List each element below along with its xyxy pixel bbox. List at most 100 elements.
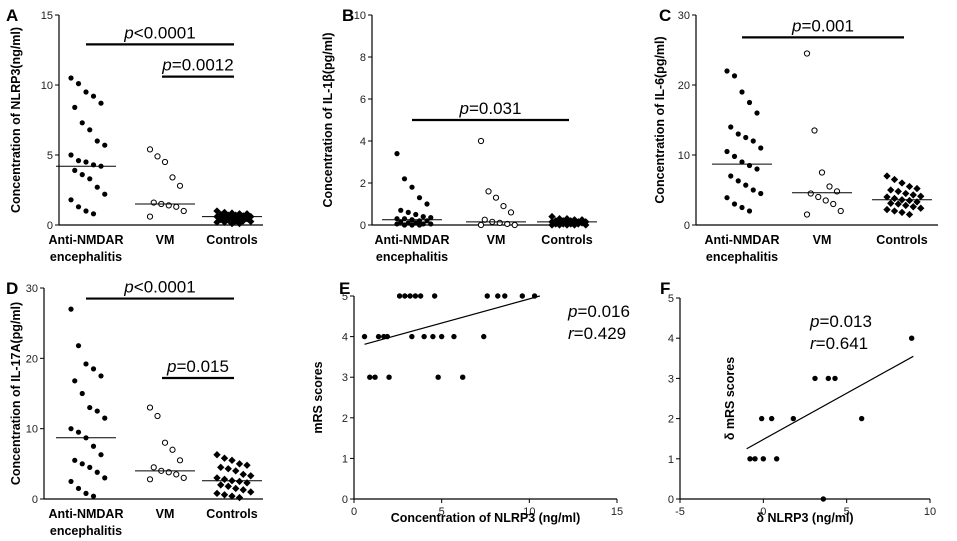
data-point-circle (94, 184, 100, 190)
p-value-text: =0.015 (176, 357, 228, 376)
data-point-circle (79, 172, 85, 178)
data-point-circle (416, 222, 423, 228)
y-tick-label: 30 (26, 283, 38, 295)
data-point-circle (420, 214, 426, 220)
p-value-text: <0.0001 (134, 278, 196, 297)
data-point-open-circle (169, 446, 176, 453)
panel-label: B (342, 6, 354, 25)
regression-line (746, 355, 914, 450)
data-point-circle (407, 293, 413, 299)
data-point-circle (409, 333, 415, 340)
data-point-circle (435, 374, 441, 380)
category-label: Anti-NMDAR (49, 507, 124, 521)
category-label: Controls (876, 233, 927, 247)
panel-label: E (339, 279, 350, 298)
data-point-circle (367, 374, 373, 380)
data-point-circle (87, 127, 93, 133)
data-point-circle (825, 375, 832, 382)
y-tick-label: 5 (342, 291, 348, 303)
data-point-diamond (232, 467, 240, 475)
y-tick-label: 4 (342, 332, 348, 344)
data-point-open-circle (154, 412, 161, 420)
data-point-circle (760, 456, 767, 462)
y-axis-label: Concentration of NLRP3(ng/ml) (9, 27, 23, 213)
data-point-circle (94, 469, 100, 475)
data-point-diamond (883, 205, 891, 214)
data-point-circle (768, 415, 775, 422)
data-point-circle (75, 343, 82, 349)
category-label: VM (813, 233, 832, 247)
category-label: Controls (541, 233, 592, 247)
stat-symbol: p (567, 302, 577, 321)
data-point-circle (68, 197, 74, 203)
panel-label: A (6, 6, 18, 25)
x-tick-label: 0 (760, 506, 766, 518)
data-point-circle (75, 429, 82, 435)
stat-label: r=0.429 (568, 324, 626, 343)
data-point-circle (79, 120, 85, 126)
y-tick-label: 10 (26, 424, 38, 436)
data-point-open-circle (180, 474, 187, 481)
data-point-open-circle (507, 209, 515, 216)
data-point-diamond (898, 179, 906, 187)
panel-label: F (660, 279, 670, 298)
data-point-circle (502, 293, 508, 299)
p-value-text: <0.0001 (134, 23, 196, 42)
y-axis-label: Concentration of IL-6(pg/ml) (653, 36, 667, 203)
data-point-circle (98, 452, 104, 458)
data-point-circle (746, 208, 753, 214)
data-point-diamond (909, 203, 917, 211)
y-tick-label: 0 (32, 494, 38, 506)
stat-value: =0.013 (819, 312, 871, 331)
data-point-diamond (213, 474, 221, 482)
y-tick-label: 5 (47, 150, 53, 162)
data-point-circle (428, 221, 434, 227)
data-point-circle (90, 443, 97, 449)
data-point-circle (820, 496, 827, 502)
y-tick-label: 2 (360, 178, 366, 190)
data-point-circle (412, 293, 419, 299)
data-point-open-circle (807, 190, 814, 197)
category-label: encephalitis (376, 250, 448, 264)
data-point-circle (396, 293, 403, 299)
data-point-circle (747, 456, 753, 462)
data-point-diamond (548, 212, 556, 221)
data-point-open-circle (830, 200, 837, 208)
data-point-circle (750, 187, 756, 193)
category-label: Anti-NMDAR (375, 233, 450, 247)
data-point-circle (90, 366, 97, 372)
data-point-circle (754, 110, 760, 116)
y-tick-label: 0 (342, 494, 348, 506)
data-point-open-circle (500, 203, 507, 210)
data-point-open-circle (815, 193, 822, 201)
data-point-open-circle (146, 404, 154, 411)
p-value-text: =0.031 (469, 99, 521, 118)
data-point-open-circle (477, 137, 485, 145)
p-value-symbol: p (123, 278, 133, 297)
y-axis-label: mRS scores (311, 361, 325, 433)
data-point-diamond (239, 486, 247, 494)
y-axis-label: Concentration of IL-1β(pg/ml) (321, 33, 335, 208)
data-point-open-circle (173, 203, 180, 210)
panel-label: D (6, 279, 18, 298)
y-tick-label: 6 (360, 94, 366, 106)
x-tick-label: 15 (611, 506, 623, 518)
data-point-diamond (894, 200, 902, 208)
stat-label: p=0.016 (567, 302, 630, 321)
data-point-diamond (898, 208, 906, 217)
data-point-circle (495, 293, 501, 299)
data-point-open-circle (161, 439, 169, 446)
data-point-circle (87, 176, 93, 182)
data-point-circle (739, 159, 745, 165)
x-tick-label: 0 (351, 506, 357, 518)
data-point-diamond (890, 207, 899, 215)
data-point-circle (87, 464, 93, 470)
data-point-circle (421, 333, 427, 340)
data-point-open-circle (146, 213, 154, 220)
y-tick-label: 10 (41, 80, 53, 92)
y-tick-label: 20 (26, 353, 38, 365)
data-point-circle (758, 190, 764, 197)
data-point-circle (375, 333, 382, 340)
data-point-diamond (909, 191, 917, 199)
